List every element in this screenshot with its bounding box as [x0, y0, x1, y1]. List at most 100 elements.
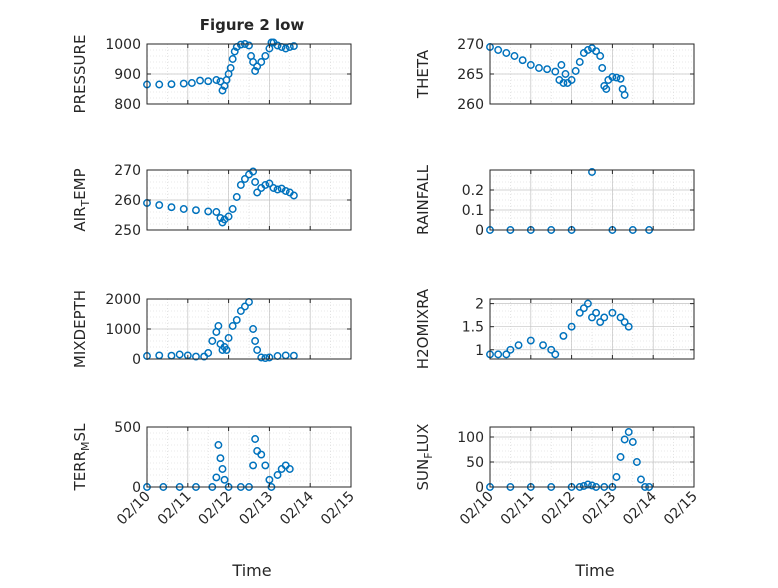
data-point [608, 308, 617, 317]
data-point [220, 475, 229, 484]
data-point [273, 41, 282, 50]
data-point [245, 41, 253, 50]
x-tick-label: 02/13 [236, 489, 276, 529]
data-point [253, 188, 262, 197]
data-point [273, 471, 282, 479]
data-point [218, 86, 227, 95]
data-point [583, 299, 592, 308]
data-point [212, 76, 221, 84]
data-point [212, 473, 221, 482]
data-point [249, 461, 258, 470]
data-point [216, 454, 225, 463]
data-point [557, 61, 566, 69]
data-point [596, 52, 605, 60]
data-point [551, 350, 560, 359]
data-point [232, 316, 241, 324]
y-tick-label: 1 [475, 343, 484, 359]
x-tick-label: 02/14 [620, 488, 660, 528]
data-point [575, 308, 584, 317]
axes-box [489, 426, 695, 488]
data-point [588, 313, 596, 322]
y-axis-label: THETA [414, 49, 432, 99]
subplot-5: 1 1.5 2 H2OMIXRA [414, 288, 695, 369]
data-point [236, 181, 245, 189]
data-point [253, 62, 262, 71]
y-axis-label: AIRTEMP [71, 168, 92, 231]
x-tick-label: 02/15 [318, 489, 358, 529]
data-point [592, 47, 601, 56]
axes-box [489, 169, 695, 231]
data-point [518, 56, 527, 65]
data-point [218, 465, 227, 473]
data-point [240, 175, 249, 183]
data-point [175, 350, 184, 359]
data-point [620, 318, 629, 327]
data-point [547, 345, 556, 354]
data-point [187, 79, 196, 87]
x-tick-label: 02/11 [155, 489, 195, 529]
y-tick-label: 900 [114, 67, 141, 83]
data-point [502, 49, 511, 57]
data-point [289, 191, 298, 200]
subplot-4: 0 1000 2000 MIXDEPTH [71, 290, 352, 368]
data-point [616, 313, 625, 322]
y-tick-label: 500 [114, 420, 141, 436]
data-point [226, 64, 235, 72]
subplot-0: 800 900 1000 PRESSURE [71, 35, 352, 114]
data-point [265, 475, 274, 484]
data-point [204, 207, 213, 216]
data-point [236, 40, 245, 49]
y-tick-label: 260 [457, 97, 484, 113]
data-point [167, 80, 176, 89]
data-point [251, 435, 260, 443]
data-point [196, 76, 204, 85]
y-tick-label: 50 [466, 455, 484, 471]
data-point [224, 212, 233, 221]
data-point [579, 482, 588, 490]
y-tick-label: 1.5 [462, 320, 484, 336]
y-tick-label: 0.1 [462, 203, 484, 219]
x-tick-label: 02/12 [196, 489, 236, 529]
figure-title: Figure 2 low [200, 16, 305, 34]
data-point [289, 42, 298, 51]
data-point [600, 313, 609, 322]
data-point [561, 70, 570, 78]
y-axis-label: H2OMIXRA [414, 288, 432, 369]
data-point [257, 58, 266, 66]
y-tick-label: 1000 [105, 322, 141, 338]
data-point [583, 480, 592, 489]
axes-box [489, 298, 695, 360]
data-point [269, 184, 278, 192]
y-tick-label: 1000 [105, 37, 141, 53]
y-axis-label: PRESSURE [71, 35, 89, 114]
y-axis-label: MIXDEPTH [71, 290, 89, 368]
y-tick-label: 2 [475, 297, 484, 313]
data-point [251, 337, 260, 345]
data-point [592, 308, 601, 317]
data-point [204, 349, 213, 357]
y-tick-label: 265 [457, 67, 484, 83]
data-point [192, 352, 200, 361]
data-point [628, 438, 637, 446]
x-tick-label: 02/14 [277, 488, 317, 528]
data-point [588, 168, 596, 176]
data-point [204, 77, 213, 86]
data-point [253, 346, 262, 354]
data-point [502, 350, 511, 359]
data-point [543, 65, 552, 74]
data-point [579, 304, 588, 313]
y-tick-label: 250 [114, 223, 141, 239]
data-point [251, 178, 260, 186]
y-tick-label: 0 [132, 480, 141, 496]
subplot-1: 260 265 270 THETA [414, 37, 695, 113]
data-point [285, 465, 294, 473]
data-point [249, 167, 258, 176]
x-axis-label-right: Time [574, 561, 614, 580]
data-point [588, 481, 596, 490]
y-tick-label: 0.2 [462, 183, 484, 199]
data-point [612, 73, 621, 82]
data-point [192, 206, 200, 215]
data-point [575, 58, 584, 66]
